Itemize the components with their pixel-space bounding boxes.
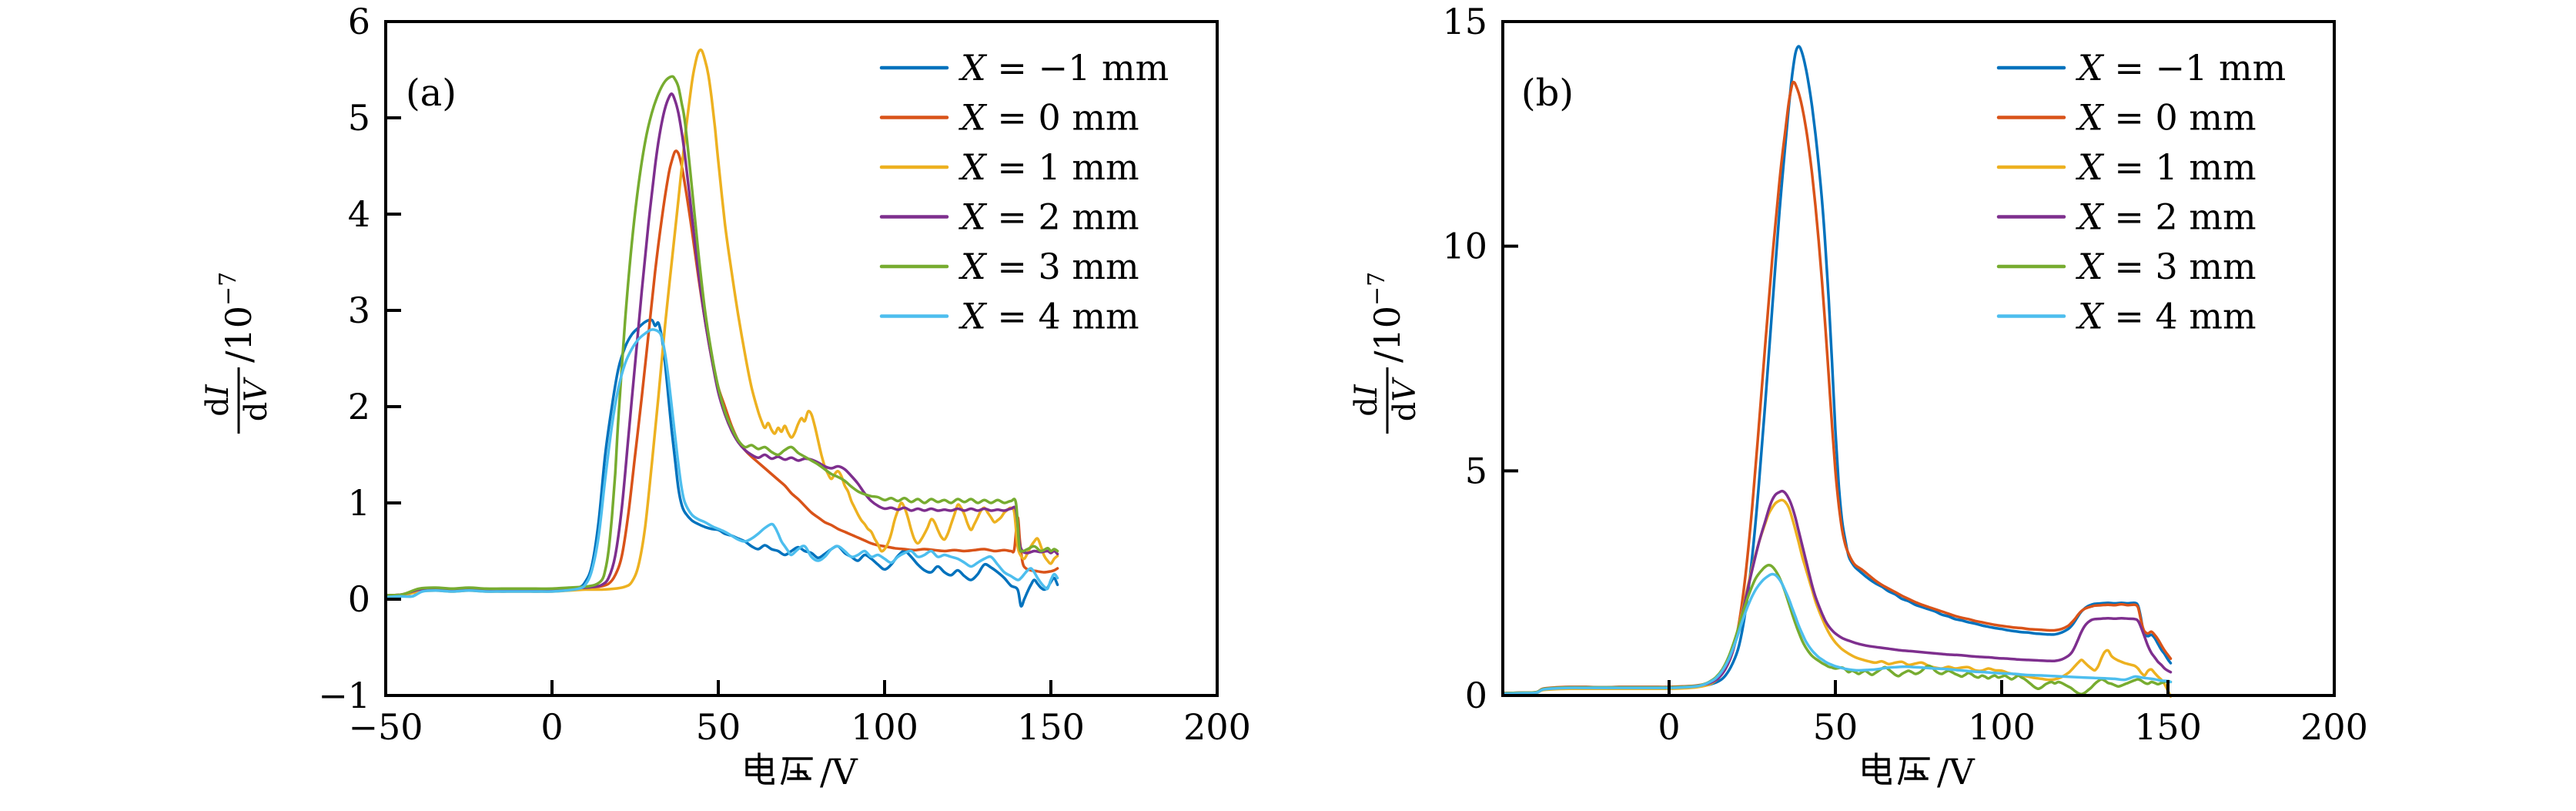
- legend-label: X = 2 mm: [2076, 196, 2257, 238]
- xlabel-glyph-dian: [1862, 752, 1892, 785]
- y-tick-label: 2: [348, 386, 370, 427]
- y-tick-label: 6: [348, 1, 370, 42]
- x-tick-label: 100: [1968, 706, 2036, 748]
- series-line-X=4mm: [384, 328, 1059, 599]
- axes-box: [384, 20, 1219, 697]
- legend-label: X = −1 mm: [2076, 47, 2286, 89]
- legend-label: X = 4 mm: [2076, 296, 2257, 337]
- legend-item: X = 1 mm: [879, 146, 1139, 188]
- x-tick-label: 50: [1813, 706, 1858, 748]
- y-tick-label: 5: [348, 97, 370, 139]
- x-tick-label: 200: [2300, 706, 2368, 748]
- x-tick-label: 0: [540, 706, 563, 748]
- ylabel-denominator: dV: [1387, 377, 1423, 422]
- ylabel-exponent: −7: [215, 272, 242, 306]
- x-tick-label: 150: [2134, 706, 2202, 748]
- panel-a-label: (a): [406, 72, 457, 115]
- series-line-X=1mm: [384, 48, 1059, 598]
- legend-label: X = −1 mm: [958, 47, 1169, 89]
- x-axis-label: /V: [745, 751, 858, 793]
- legend-label: X = 0 mm: [958, 97, 1139, 139]
- x-tick-label: 200: [1183, 706, 1251, 748]
- x-tick-label: 100: [851, 706, 918, 748]
- y-tick-label: −1: [318, 675, 370, 716]
- ylabel-exponent: −7: [1363, 272, 1390, 306]
- series-line-X=0mm: [1501, 80, 2173, 695]
- y-tick-label: 5: [1465, 450, 1487, 491]
- legend-item: X = 4 mm: [1996, 296, 2257, 337]
- legend-item: X = 3 mm: [1996, 246, 2257, 287]
- x-tick-label: 50: [696, 706, 741, 748]
- y-tick-label: 15: [1442, 1, 1487, 42]
- x-tick-label: 0: [1658, 706, 1680, 748]
- series-line-X=0mm: [384, 149, 1059, 597]
- series-line-X=3mm: [1501, 564, 2173, 696]
- x-tick-label: −50: [348, 706, 423, 748]
- legend-item: X = 2 mm: [879, 196, 1139, 238]
- ylabel-denominator: dV: [239, 377, 274, 422]
- legend-label: X = 1 mm: [958, 146, 1139, 188]
- legend-label: X = 3 mm: [2076, 246, 2257, 287]
- series-line-X=2mm: [384, 92, 1059, 597]
- legend-item: X = −1 mm: [879, 47, 1169, 89]
- series-line-X=−1mm: [384, 318, 1059, 608]
- legend: X = −1 mm X = 0 mm X = 1 mm X = 2 mm X = 3 m…: [879, 47, 1169, 337]
- legend-item: X = 3 mm: [879, 246, 1139, 287]
- ya-glyph-icon: [1897, 757, 1930, 786]
- series-group: [1501, 45, 2173, 698]
- y-tick-label: 0: [1465, 675, 1487, 716]
- legend-item: X = 4 mm: [879, 296, 1139, 337]
- dian-glyph-icon: [1862, 752, 1892, 785]
- legend: X = −1 mm X = 0 mm X = 1 mm X = 2 mm X = 3 m…: [1996, 47, 2286, 337]
- xlabel-glyph-ya: [1897, 757, 1930, 786]
- series-line-X=−1mm: [1501, 45, 2173, 695]
- legend-label: X = 3 mm: [958, 246, 1139, 287]
- x-tick-label: 150: [1017, 706, 1085, 748]
- y-tick-label: 4: [348, 193, 370, 235]
- xlabel-glyph-ya: [780, 757, 813, 786]
- series-line-X=2mm: [1501, 489, 2173, 695]
- legend-item: X = 0 mm: [1996, 97, 2257, 139]
- legend-label: X = 1 mm: [2076, 146, 2257, 188]
- panel-b-label: (b): [1521, 72, 1574, 115]
- series-group: [384, 48, 1059, 608]
- ylabel-divisor: /10−7: [215, 272, 259, 363]
- legend-label: X = 0 mm: [2076, 97, 2257, 139]
- legend-label: X = 2 mm: [958, 196, 1139, 238]
- ya-glyph-icon: [780, 757, 813, 786]
- x-axis-label: /V: [1862, 751, 1975, 793]
- x-axis-label-suffix: /V: [1937, 751, 1975, 793]
- x-axis-label-suffix: /V: [820, 751, 858, 793]
- ylabel-divisor: /10−7: [1363, 272, 1408, 363]
- y-tick-label: 1: [348, 482, 370, 524]
- axes-box: [1501, 20, 2336, 697]
- series-line-X=3mm: [384, 75, 1059, 597]
- legend-item: X = 1 mm: [1996, 146, 2257, 188]
- xlabel-glyph-dian: [745, 752, 774, 785]
- y-tick-label: 10: [1442, 226, 1487, 267]
- legend-item: X = −1 mm: [1996, 47, 2286, 89]
- legend-item: X = 0 mm: [879, 97, 1139, 139]
- ylabel-numerator: dI: [200, 384, 236, 417]
- y-tick-label: 3: [348, 290, 370, 331]
- ylabel-numerator: dI: [1349, 384, 1384, 417]
- series-line-X=4mm: [1501, 572, 2173, 695]
- legend-label: X = 4 mm: [958, 296, 1139, 337]
- y-tick-label: 0: [348, 578, 370, 620]
- dian-glyph-icon: [745, 752, 774, 785]
- legend-item: X = 2 mm: [1996, 196, 2257, 238]
